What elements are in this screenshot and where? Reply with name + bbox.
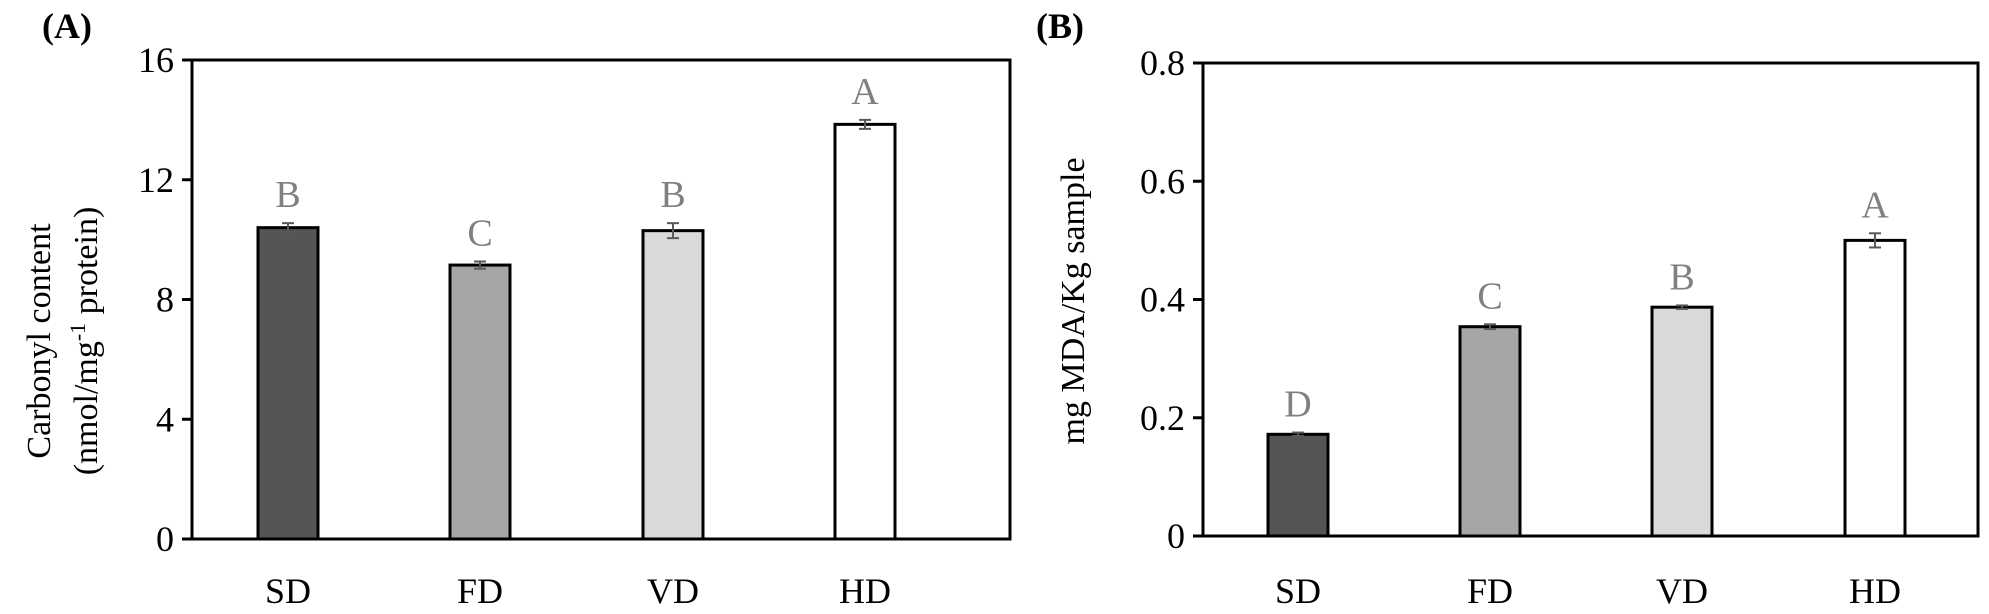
error-bar-vd [1676, 304, 1688, 310]
error-bar-sd [282, 222, 294, 234]
y-tick-label: 0.2 [1140, 398, 1185, 438]
bar-vd [641, 229, 705, 541]
bar-sd [256, 226, 320, 541]
panel-a-carbonyl-chart: (A) Carbonyl content (nmol/mg-1 protein)… [21, 6, 1012, 611]
panel-b-label: (B) [1036, 6, 1084, 46]
panel-a-ylabel-line1: Carbonyl content [21, 223, 58, 459]
error-bar-fd [474, 260, 486, 270]
x-tick-label: FD [457, 571, 503, 611]
y-tick-label: 0 [1167, 516, 1185, 556]
significance-letter: B [660, 174, 685, 216]
y-tick-label: 0 [156, 519, 174, 559]
panel-b-mda-chart: (B) mg MDA/Kg sample 00.20.40.60.8 DC BA … [1036, 6, 1980, 611]
panel-a-plot-frame [190, 58, 1012, 541]
significance-letter: C [467, 212, 492, 254]
panel-a-x-labels: SD FD VD HD [265, 571, 891, 611]
y-tick-label: 4 [156, 399, 174, 439]
panel-a-y-ticks: 0 4 8 12 16 [138, 40, 192, 559]
x-tick-label: SD [265, 571, 311, 611]
panel-a-ylabel-line2: (nmol/mg-1 protein) [65, 207, 106, 476]
significance-letter: A [851, 71, 879, 113]
significance-letter: B [275, 174, 300, 216]
significance-letter: C [1477, 275, 1502, 317]
y-tick-label: 0.8 [1140, 43, 1185, 83]
x-tick-label: VD [647, 571, 699, 611]
significance-letter: B [1669, 256, 1694, 298]
x-tick-label: FD [1467, 571, 1513, 611]
panel-a-label: (A) [42, 6, 92, 46]
bar-vd [1650, 305, 1714, 538]
panel-b-y-ticks: 0 0.2 0.4 0.6 0.8 [1140, 43, 1203, 556]
y-tick-label: 0.6 [1140, 161, 1185, 201]
error-bar-hd [859, 118, 871, 130]
panel-b-bars: D C B A [1266, 184, 1907, 538]
error-bar-sd [1292, 431, 1304, 438]
bar-fd [1458, 325, 1522, 538]
error-bar-vd [667, 222, 679, 240]
error-bar-fd [1484, 323, 1496, 331]
bar-hd [1843, 238, 1907, 538]
x-tick-label: HD [839, 571, 891, 611]
error-bar-hd [1869, 232, 1881, 249]
bar-hd [833, 122, 897, 541]
panel-b-ylabel: mg MDA/Kg sample [1055, 157, 1092, 444]
significance-letter: A [1861, 184, 1889, 226]
x-tick-label: HD [1849, 571, 1901, 611]
panel-b-plot-frame [1201, 61, 1980, 538]
x-tick-label: SD [1275, 571, 1321, 611]
x-tick-label: VD [1656, 571, 1708, 611]
panel-b-x-labels: SD FD VD HD [1275, 571, 1901, 611]
panel-a-bars: B C B A [256, 71, 897, 541]
y-tick-label: 0.4 [1140, 280, 1185, 320]
y-tick-label: 12 [138, 160, 174, 200]
significance-letter: D [1284, 384, 1311, 426]
y-tick-label: 16 [138, 40, 174, 80]
bar-sd [1266, 432, 1330, 538]
y-tick-label: 8 [156, 280, 174, 320]
bar-fd [448, 263, 512, 541]
